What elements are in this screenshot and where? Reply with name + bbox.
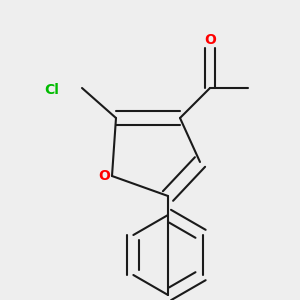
Text: Cl: Cl: [45, 83, 59, 97]
Text: O: O: [204, 33, 216, 47]
Text: O: O: [98, 169, 110, 183]
